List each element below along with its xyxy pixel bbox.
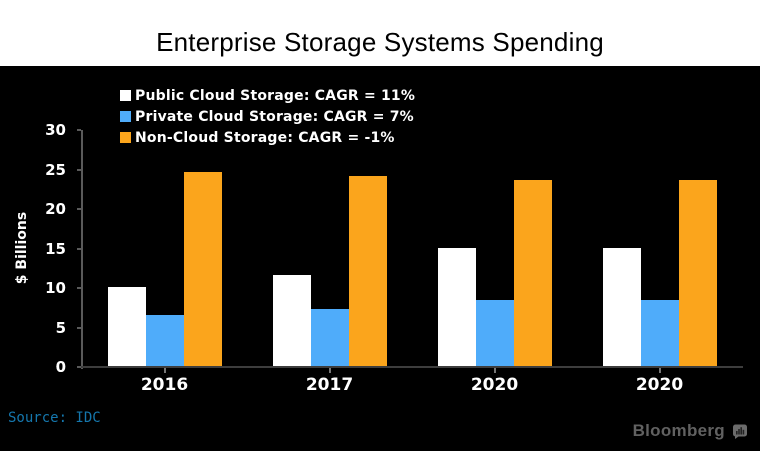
bar-series-3-group-1: [183, 171, 222, 366]
y-tick-mark: [77, 366, 81, 368]
y-tick-label: 15: [45, 239, 66, 258]
bar-series-1-group-3: [437, 247, 476, 366]
y-tick-mark: [77, 326, 81, 329]
page-title: Enterprise Storage Systems Spending: [156, 27, 604, 57]
y-tick-label: 0: [55, 358, 66, 376]
bar-series-3-group-2: [348, 176, 387, 366]
y-tick-label: 30: [45, 121, 66, 139]
x-tick-label: 2017: [305, 375, 354, 395]
legend-item-2: Private Cloud Storage: CAGR = 7%: [120, 106, 415, 127]
source-text: Source: IDC: [8, 410, 101, 426]
y-tick-mark: [77, 287, 81, 289]
plot-area: [77, 129, 743, 373]
x-tick-mark: [658, 368, 661, 373]
bar-series-1-group-1: [107, 287, 146, 366]
legend-item-label: Non-Cloud Storage: CAGR = -1%: [135, 129, 395, 146]
y-axis-line: [81, 130, 83, 369]
x-tick-label: 2016: [140, 375, 189, 395]
legend-item-label: Private Cloud Storage: CAGR = 7%: [135, 108, 414, 125]
x-tick-label: 2020: [470, 375, 519, 395]
y-tick-label: 10: [45, 279, 66, 297]
chart-area: $ Billions Public Cloud Storage: CAGR = …: [0, 66, 760, 451]
x-axis-line: [81, 366, 743, 368]
bloomberg-terminal-icon: [732, 424, 748, 439]
legend-item-label: Public Cloud Storage: CAGR = 11%: [135, 87, 416, 104]
legend: Public Cloud Storage: CAGR = 11% Private …: [120, 85, 415, 148]
legend-item-1: Public Cloud Storage: CAGR = 11%: [120, 85, 415, 106]
bar-series-2-group-1: [145, 314, 184, 366]
y-tick-label: 25: [45, 160, 66, 179]
y-tick-mark: [77, 208, 81, 210]
legend-swatch-1: [120, 90, 131, 101]
bar-series-1-group-4: [602, 247, 641, 366]
y-tick-mark: [77, 129, 81, 131]
y-tick-mark: [77, 247, 81, 250]
bloomberg-wordmark: Bloomberg: [632, 421, 725, 440]
y-tick-label: 20: [45, 200, 66, 218]
bar-series-3-group-4: [678, 180, 717, 366]
legend-swatch-3: [120, 132, 131, 143]
y-tick-mark: [77, 168, 81, 171]
legend-swatch-2: [120, 111, 131, 122]
x-tick-mark: [493, 368, 496, 373]
y-tick-label: 5: [55, 318, 66, 337]
bar-series-2-group-2: [310, 309, 349, 366]
bar-series-3-group-3: [513, 180, 552, 366]
bloomberg-logo: Bloomberg: [633, 421, 748, 441]
x-tick-mark: [328, 368, 331, 373]
bar-series-2-group-3: [475, 299, 514, 366]
legend-item-3: Non-Cloud Storage: CAGR = -1%: [120, 127, 415, 148]
bar-series-2-group-4: [640, 299, 679, 366]
x-tick-label: 2020: [635, 375, 684, 395]
chart-header: Enterprise Storage Systems Spending: [0, 0, 760, 66]
x-tick-mark: [163, 368, 166, 373]
bar-series-1-group-2: [272, 275, 311, 366]
